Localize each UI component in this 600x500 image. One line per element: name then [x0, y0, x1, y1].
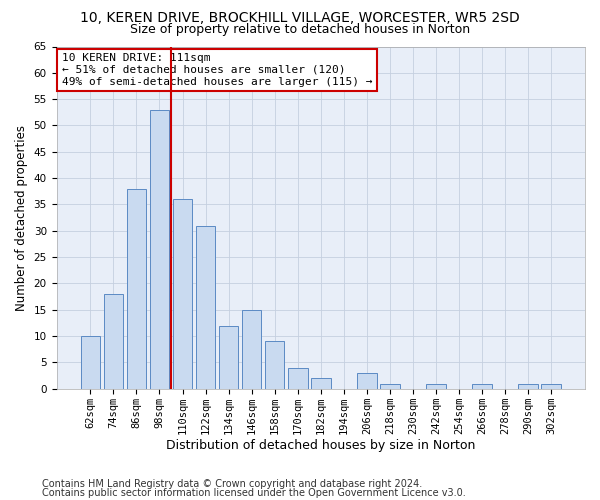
Bar: [288, 368, 308, 389]
Y-axis label: Number of detached properties: Number of detached properties: [15, 124, 28, 310]
Text: 10, KEREN DRIVE, BROCKHILL VILLAGE, WORCESTER, WR5 2SD: 10, KEREN DRIVE, BROCKHILL VILLAGE, WORC…: [80, 11, 520, 25]
Text: Contains public sector information licensed under the Open Government Licence v3: Contains public sector information licen…: [42, 488, 466, 498]
Bar: [357, 373, 377, 389]
Bar: [518, 384, 538, 389]
Bar: [242, 310, 262, 389]
Bar: [426, 384, 446, 389]
X-axis label: Distribution of detached houses by size in Norton: Distribution of detached houses by size …: [166, 440, 475, 452]
Bar: [311, 378, 331, 389]
Bar: [541, 384, 561, 389]
Bar: [265, 342, 284, 389]
Bar: [472, 384, 492, 389]
Bar: [219, 326, 238, 389]
Text: 10 KEREN DRIVE: 111sqm
← 51% of detached houses are smaller (120)
49% of semi-de: 10 KEREN DRIVE: 111sqm ← 51% of detached…: [62, 54, 373, 86]
Text: Size of property relative to detached houses in Norton: Size of property relative to detached ho…: [130, 24, 470, 36]
Bar: [80, 336, 100, 389]
Bar: [149, 110, 169, 389]
Bar: [127, 188, 146, 389]
Bar: [196, 226, 215, 389]
Text: Contains HM Land Registry data © Crown copyright and database right 2024.: Contains HM Land Registry data © Crown c…: [42, 479, 422, 489]
Bar: [380, 384, 400, 389]
Bar: [104, 294, 123, 389]
Bar: [173, 199, 193, 389]
